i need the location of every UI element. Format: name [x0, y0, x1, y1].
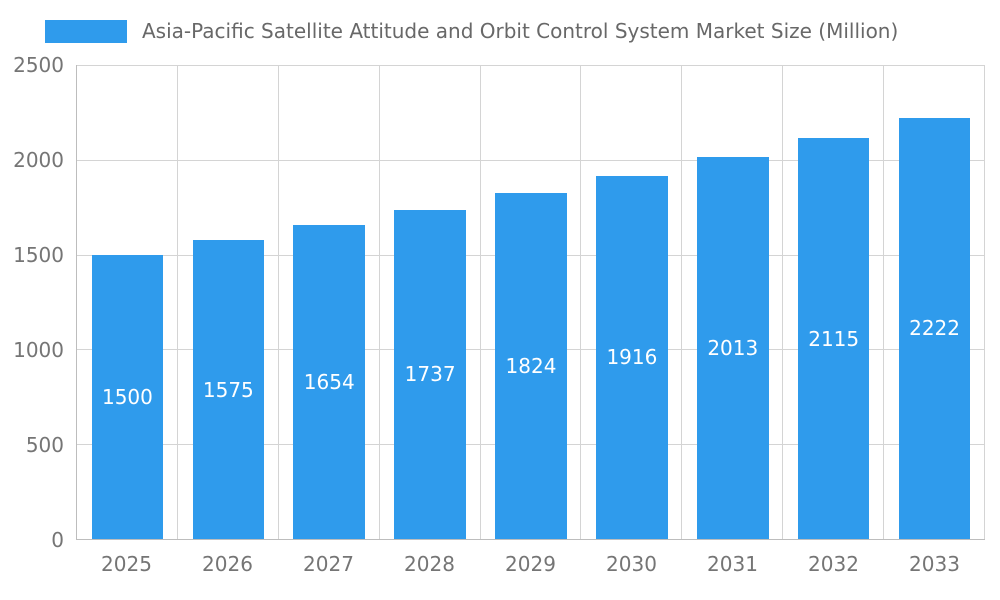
x-tick-label: 2028 [404, 552, 455, 576]
gridline-vertical [883, 65, 885, 539]
bar-cell: 1737 [380, 65, 481, 539]
bar-cell: 1500 [77, 65, 178, 539]
chart-legend: Asia-Pacific Satellite Attitude and Orbi… [45, 19, 898, 43]
bar: 1737 [394, 209, 466, 539]
y-tick-label: 0 [51, 528, 64, 552]
gridline-vertical [378, 65, 380, 539]
bar-cell: 1824 [481, 65, 582, 539]
gridline-vertical [479, 65, 481, 539]
bar-cell: 2013 [682, 65, 783, 539]
gridline-horizontal [77, 159, 985, 161]
bar-cell: 1575 [178, 65, 279, 539]
bar-cell: 2222 [884, 65, 985, 539]
bar-value-label: 2222 [909, 316, 961, 341]
y-tick-label: 1000 [13, 338, 64, 362]
gridline-vertical [277, 65, 279, 539]
chart-title: Asia-Pacific Satellite Attitude and Orbi… [142, 19, 899, 43]
x-tick-label: 2027 [303, 552, 354, 576]
gridline-vertical [176, 65, 178, 539]
bar-value-label: 1654 [303, 370, 355, 395]
y-tick-label: 2000 [13, 148, 64, 172]
x-tick-label: 2032 [808, 552, 859, 576]
bar-value-label: 2013 [707, 336, 759, 361]
bar-value-label: 1575 [202, 377, 254, 402]
bar-value-label: 2115 [808, 326, 860, 351]
bar-value-label: 1916 [606, 345, 658, 370]
gridline-vertical [681, 65, 683, 539]
x-tick-label: 2033 [909, 552, 960, 576]
bar: 1654 [293, 225, 366, 539]
bar-value-label: 1824 [505, 354, 557, 379]
bar-cell: 1916 [581, 65, 682, 539]
gridline-horizontal [77, 65, 985, 66]
bar: 2222 [898, 117, 971, 539]
x-tick-label: 2026 [202, 552, 253, 576]
y-tick-label: 500 [25, 433, 64, 457]
bar: 1500 [91, 254, 164, 539]
gridline-vertical [782, 65, 784, 539]
y-tick-label: 1500 [13, 243, 64, 267]
bar-cell: 2115 [783, 65, 884, 539]
x-tick-label: 2031 [707, 552, 758, 576]
x-tick-label: 2029 [505, 552, 556, 576]
x-tick-label: 2025 [101, 552, 152, 576]
x-tick-label: 2030 [606, 552, 657, 576]
bar-cell: 1654 [279, 65, 380, 539]
bar: 1916 [596, 175, 668, 539]
bar-value-label: 1737 [404, 362, 456, 387]
bar: 1824 [495, 193, 567, 539]
bar-series: 1500 1575 1654 1737 1824 1916 2013 2115 2222 [77, 65, 985, 539]
bar: 2115 [797, 138, 870, 539]
legend-color-swatch [45, 19, 127, 43]
plot-area: 1500 1575 1654 1737 1824 1916 2013 2115 2222 [76, 65, 985, 540]
gridline-vertical [580, 65, 582, 539]
x-axis-labels: 2025 2026 2027 2028 2029 2030 2031 2032 2033 [76, 552, 985, 576]
bar: 2013 [696, 157, 769, 539]
y-axis-labels: 0 500 1000 1500 2000 2500 [0, 53, 64, 552]
bar: 1575 [192, 240, 265, 539]
y-tick-label: 2500 [13, 53, 64, 77]
gridline-vertical [984, 65, 985, 539]
bar-value-label: 1500 [101, 384, 153, 409]
